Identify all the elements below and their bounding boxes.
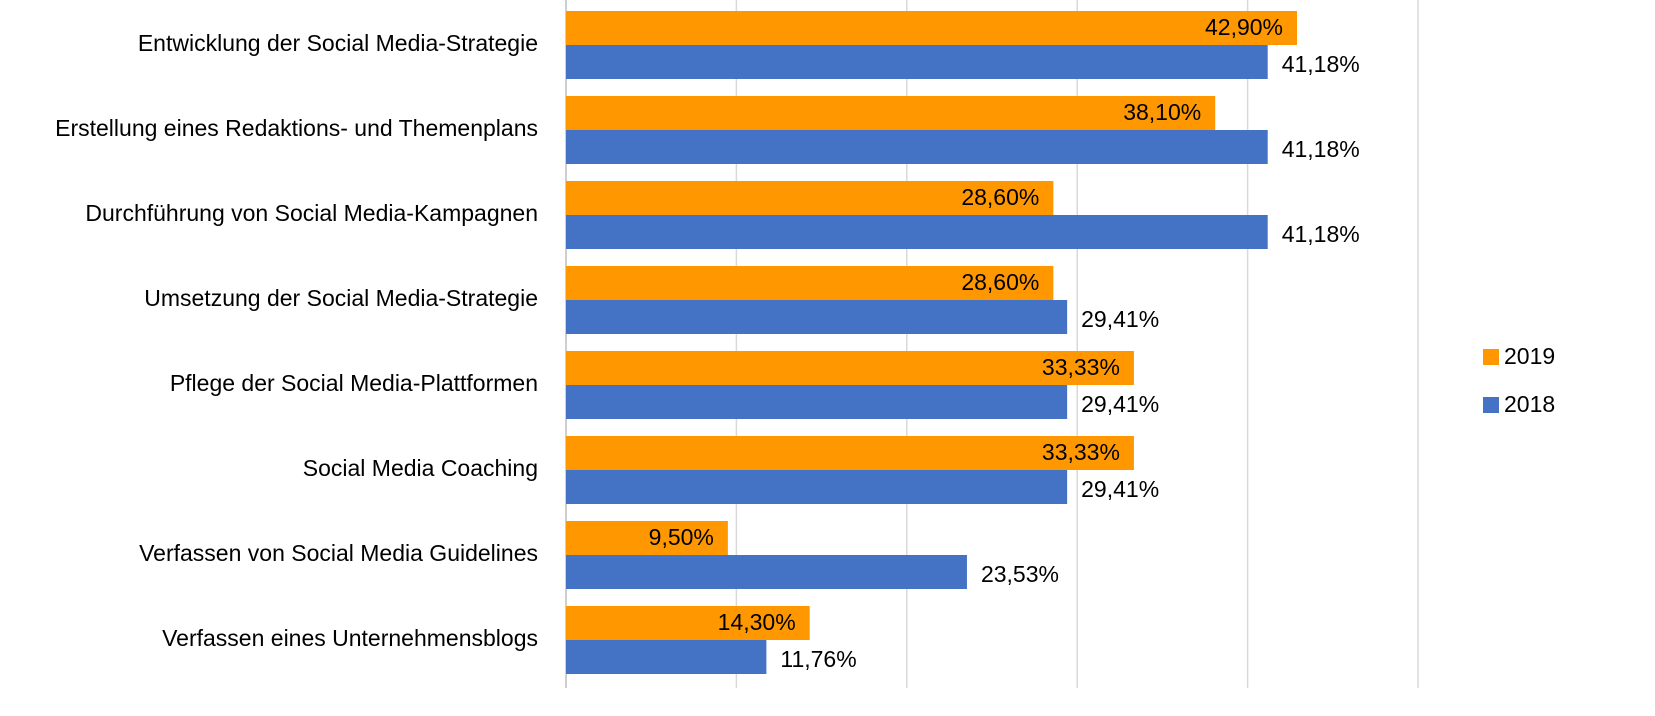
category-label: Entwicklung der Social Media-Strategie [138, 30, 538, 56]
data-label: 41,18% [1282, 221, 1360, 247]
bar [566, 266, 1054, 300]
bar [566, 96, 1216, 130]
data-label: 33,33% [1042, 354, 1120, 380]
bar [566, 45, 1268, 79]
legend-swatch [1483, 397, 1499, 413]
legend-label: 2018 [1504, 391, 1555, 417]
data-label: 29,41% [1081, 476, 1159, 502]
data-label: 38,10% [1123, 99, 1201, 125]
bar [566, 555, 967, 589]
bar [566, 470, 1068, 504]
bar [566, 11, 1298, 45]
bar [566, 351, 1134, 385]
bar [566, 640, 767, 674]
data-label: 41,18% [1282, 136, 1360, 162]
category-label: Durchführung von Social Media-Kampagnen [85, 200, 538, 226]
category-label: Erstellung eines Redaktions- und Themenp… [55, 115, 538, 141]
data-label: 42,90% [1205, 14, 1283, 40]
category-label: Social Media Coaching [303, 455, 538, 481]
data-label: 28,60% [961, 269, 1039, 295]
data-label: 9,50% [649, 524, 714, 550]
data-label: 14,30% [718, 609, 796, 635]
data-label: 29,41% [1081, 306, 1159, 332]
data-label: 29,41% [1081, 391, 1159, 417]
category-label: Verfassen eines Unternehmensblogs [162, 625, 538, 651]
bar [566, 215, 1268, 249]
bar [566, 300, 1068, 334]
bar [566, 385, 1068, 419]
category-label: Pflege der Social Media-Plattformen [170, 370, 538, 396]
legend-swatch [1483, 349, 1499, 365]
bar [566, 606, 810, 640]
bar [566, 436, 1134, 470]
bar [566, 521, 728, 555]
bar [566, 130, 1268, 164]
data-label: 23,53% [981, 561, 1059, 587]
data-label: 28,60% [961, 184, 1039, 210]
legend-label: 2019 [1504, 343, 1555, 369]
data-label: 11,76% [780, 646, 856, 672]
bar [566, 181, 1054, 215]
data-label: 41,18% [1282, 51, 1360, 77]
category-label: Umsetzung der Social Media-Strategie [144, 285, 538, 311]
data-label: 33,33% [1042, 439, 1120, 465]
category-label: Verfassen von Social Media Guidelines [139, 540, 538, 566]
